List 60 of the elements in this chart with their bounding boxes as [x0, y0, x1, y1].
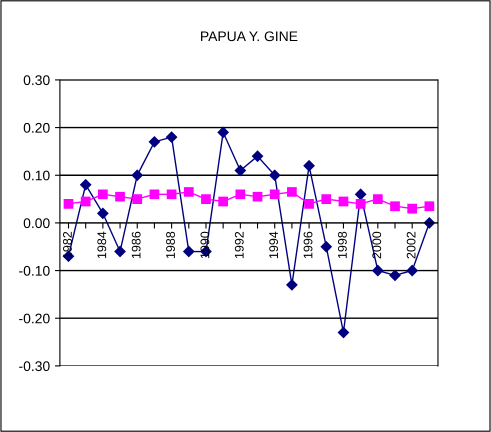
y-tick-label: -0.30 — [19, 361, 50, 372]
point — [132, 170, 143, 181]
x-tick-label: 1994 — [269, 232, 278, 258]
point — [424, 201, 434, 212]
y-tick-label: 0.10 — [24, 170, 50, 180]
point — [270, 189, 280, 200]
point — [235, 189, 246, 200]
point — [150, 189, 160, 200]
point — [184, 187, 194, 197]
x-tick-label: 2000 — [372, 232, 382, 258]
point — [166, 189, 176, 200]
y-tick-label: -0.10 — [19, 266, 50, 276]
point — [286, 279, 298, 290]
point — [287, 187, 297, 197]
point — [80, 179, 92, 190]
x-tick-label: 1984 — [97, 232, 106, 258]
x-tick-label: 2002 — [406, 232, 416, 258]
x-tick-label: 1990 — [200, 232, 210, 258]
point — [389, 270, 401, 281]
point — [252, 150, 264, 162]
point — [218, 126, 229, 138]
point — [320, 241, 332, 252]
chart-title: PAPUA Y. GINE — [201, 31, 298, 42]
x-tick-label: 1982 — [63, 232, 72, 258]
point — [132, 194, 142, 204]
point — [148, 136, 160, 148]
x-tick-label: 1998 — [338, 232, 347, 258]
point — [64, 198, 74, 209]
x-tick-label: 1992 — [234, 232, 244, 258]
x-tick-label: 1988 — [166, 232, 175, 258]
y-tick-label: -0.20 — [19, 314, 50, 324]
point — [234, 164, 246, 176]
x-tick-label: 1986 — [132, 232, 141, 258]
point — [166, 132, 178, 143]
point — [218, 196, 228, 206]
point — [252, 192, 262, 202]
point — [338, 326, 350, 338]
point — [372, 194, 383, 204]
point — [304, 198, 314, 209]
point — [356, 198, 366, 209]
point — [372, 264, 384, 276]
point — [407, 204, 418, 214]
y-tick-label: 0.30 — [24, 75, 50, 86]
point — [338, 196, 348, 206]
point — [406, 264, 418, 276]
point — [269, 170, 280, 181]
point — [114, 246, 126, 258]
y-tick-label: 0.20 — [24, 122, 50, 133]
point — [390, 201, 400, 212]
point — [80, 196, 91, 206]
x-tick-label: 1996 — [304, 232, 312, 258]
y-tick-label: 0.00 — [24, 218, 50, 228]
point — [201, 194, 211, 204]
point — [355, 188, 366, 200]
point — [303, 160, 315, 172]
point — [115, 192, 125, 202]
point — [98, 189, 108, 200]
point — [183, 246, 194, 258]
point — [97, 208, 108, 219]
point — [321, 194, 332, 204]
